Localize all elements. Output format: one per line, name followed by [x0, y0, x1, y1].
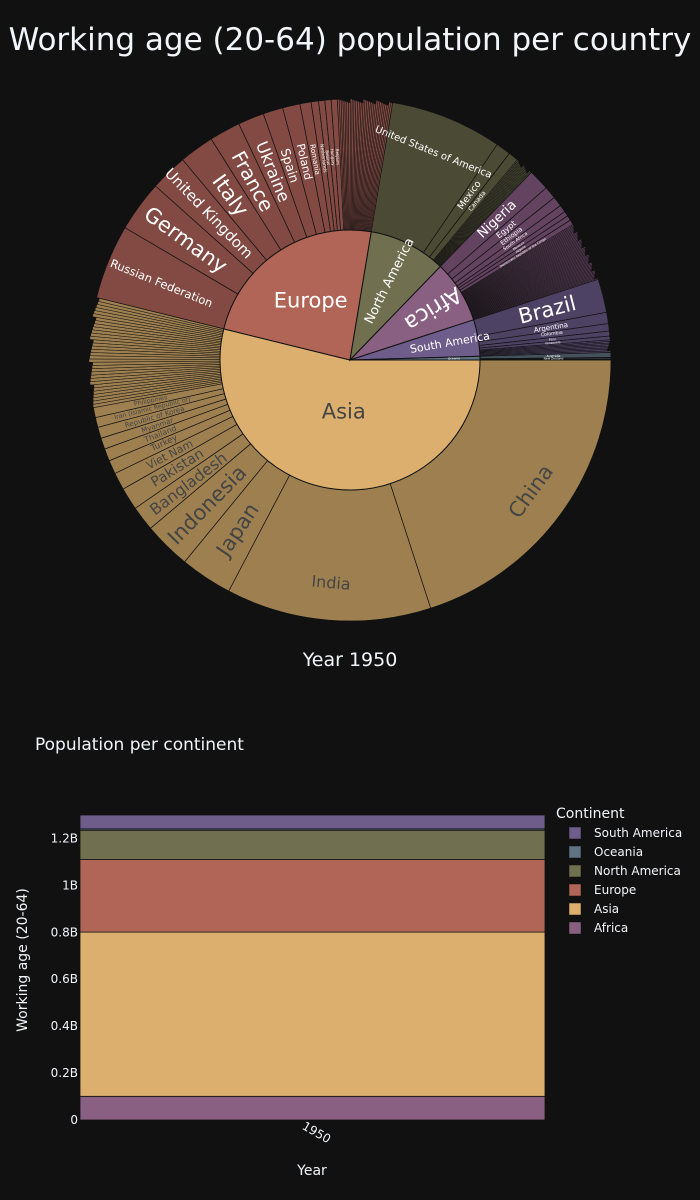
sunburst-chart: ChinaIndiaJapanIndonesiaBangladeshPakist…: [88, 98, 612, 622]
y-tick-label: 1.2B: [51, 831, 78, 845]
label-australia: Australia: [546, 354, 560, 358]
label-netherlands: Netherlands: [318, 144, 328, 174]
figure-title: Working age (20-64) population per count…: [9, 22, 692, 58]
legend-label-africa[interactable]: Africa: [594, 921, 628, 935]
x-tick-label: 1950: [300, 1119, 333, 1146]
legend-label-north-america[interactable]: North America: [594, 864, 681, 878]
y-tick-label: 0.8B: [51, 925, 78, 939]
legend-label-asia[interactable]: Asia: [594, 902, 619, 916]
stacked-bar-chart: 0 0.2B 0.4B 0.6B 0.8B 1B 1.2B 1950: [51, 814, 546, 1146]
bar-segment-north-america[interactable]: [79, 829, 546, 860]
y-tick-label: 0.4B: [51, 1019, 78, 1033]
y-tick-label: 0.2B: [51, 1066, 78, 1080]
label-colombia: Colombia: [540, 330, 563, 339]
label-new-zealand: New Zealand: [544, 356, 564, 360]
legend-title: Continent: [556, 806, 625, 822]
label-india: India: [311, 572, 352, 594]
legend-swatch-asia[interactable]: [568, 902, 582, 916]
y-tick-label: 1B: [62, 878, 78, 892]
bar-chart-title: Population per continent: [35, 735, 244, 755]
bar-segment-africa[interactable]: [79, 1095, 546, 1121]
x-axis-title: Year: [296, 1163, 327, 1179]
label-venezuela: Venezuela: [545, 340, 561, 345]
sector-asia[interactable]: [219, 328, 481, 491]
legend-label-oceania[interactable]: Oceania: [594, 845, 643, 859]
label-europe: Europe: [274, 288, 348, 312]
sector-north-america[interactable]: [349, 231, 442, 362]
legend-swatch-north-america[interactable]: [568, 864, 582, 878]
legend-swatch-oceania[interactable]: [568, 845, 582, 859]
legend-swatch-europe[interactable]: [568, 883, 582, 897]
label-asia: Asia: [322, 400, 366, 424]
bar-segment-europe[interactable]: [79, 859, 546, 933]
sector-europe[interactable]: [223, 229, 372, 361]
y-tick-label: 0: [70, 1113, 78, 1127]
sunburst-countries: [88, 98, 612, 622]
legend-swatch-africa[interactable]: [568, 921, 582, 935]
legend: Continent South America Oceania North Amer…: [556, 806, 682, 935]
y-axis-title: Working age (20-64): [15, 888, 31, 1032]
label-belgium: Belgium: [335, 149, 341, 166]
sunburst-continents: [219, 229, 481, 491]
bar-segment-asia[interactable]: [79, 931, 546, 1097]
label-belarus: Belarus: [325, 150, 332, 165]
label-peru: Peru: [549, 337, 556, 342]
label-hungary: Hungary: [330, 149, 336, 167]
legend-label-south-america[interactable]: South America: [594, 826, 682, 840]
y-tick-label: 0.6B: [51, 972, 78, 986]
sunburst-title: Year 1950: [302, 649, 398, 671]
label-morocco: Morocco: [512, 241, 525, 252]
bar-segment-south-america[interactable]: [79, 814, 546, 830]
legend-label-europe[interactable]: Europe: [594, 883, 636, 897]
sector-oceania[interactable]: [349, 355, 481, 361]
label-oceania: Oceania: [448, 356, 460, 360]
label-algeria: Algeria: [515, 245, 526, 254]
legend-swatch-south-america[interactable]: [568, 826, 582, 840]
